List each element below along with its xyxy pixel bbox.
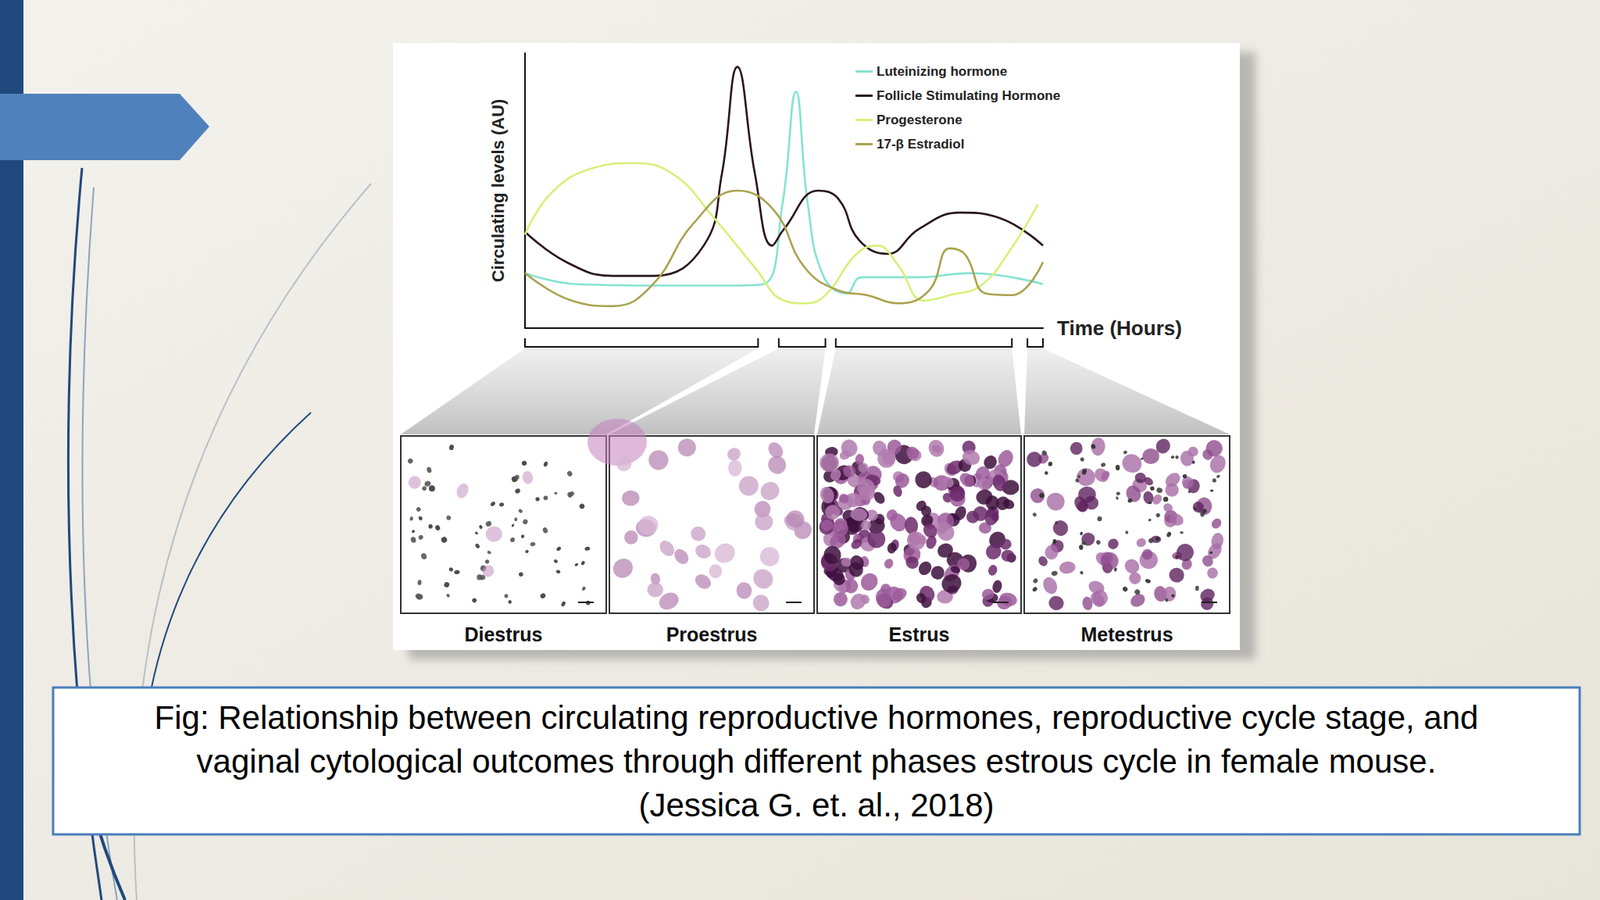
svg-text:vaginal cytological outcomes t: vaginal cytological outcomes through dif… xyxy=(196,742,1437,780)
svg-text:Metestrus: Metestrus xyxy=(1080,623,1173,646)
svg-text:Luteinizing hormone: Luteinizing hormone xyxy=(876,64,1008,79)
svg-text:Fig: Relationship between circ: Fig: Relationship between circulating re… xyxy=(154,699,1479,736)
svg-text:Circulating levels (AU): Circulating levels (AU) xyxy=(488,99,508,283)
svg-text:Follicle Stimulating Hormone: Follicle Stimulating Hormone xyxy=(876,88,1061,104)
svg-text:(Jessica G. et. al., 2018): (Jessica G. et. al., 2018) xyxy=(638,786,994,824)
svg-text:17-β Estradiol: 17-β Estradiol xyxy=(876,136,965,152)
svg-text:Proestrus: Proestrus xyxy=(666,623,758,646)
svg-text:Estrus: Estrus xyxy=(889,623,950,646)
svg-text:Progesterone: Progesterone xyxy=(876,112,963,128)
svg-text:Diestrus: Diestrus xyxy=(464,623,543,646)
svg-text:Time (Hours): Time (Hours) xyxy=(1057,316,1183,340)
